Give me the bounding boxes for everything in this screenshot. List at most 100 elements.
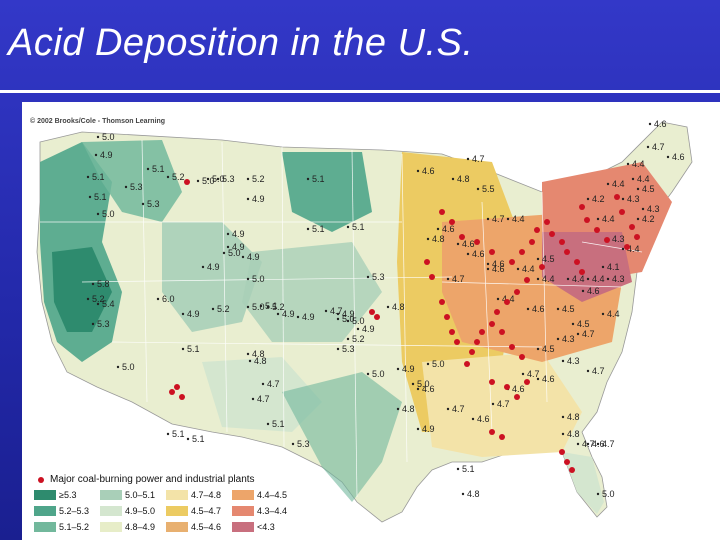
power-plant-marker — [439, 299, 445, 305]
sample-station-marker — [436, 227, 440, 231]
ph-value-label: 4.3 — [562, 334, 575, 344]
ph-value-label: 4.9 — [187, 309, 200, 319]
ph-value-label: 5.1 — [265, 301, 278, 311]
ph-value-label: 4.8 — [457, 174, 470, 184]
sample-station-marker — [566, 277, 570, 281]
sample-station-marker — [596, 217, 600, 221]
sample-station-marker — [636, 187, 640, 191]
legend-swatch — [34, 522, 56, 532]
sample-station-marker — [88, 195, 92, 199]
ph-value-label: 4.7 — [452, 274, 465, 284]
power-plant-marker — [504, 384, 510, 390]
us-map: 5.04.95.15.15.25.35.05.15.35.35.0 5.24.95… — [36, 119, 693, 523]
sample-station-marker — [186, 437, 190, 441]
power-plant-marker — [549, 231, 555, 237]
legend-label: 4.9–5.0 — [125, 506, 156, 516]
power-plant-marker — [514, 289, 520, 295]
sample-station-marker — [306, 177, 310, 181]
legend-item: 4.7–4.8 — [166, 488, 232, 502]
power-plant-marker — [594, 227, 600, 233]
sample-station-marker — [446, 407, 450, 411]
power-plant-marker — [559, 449, 565, 455]
ph-value-label: 4.3 — [612, 234, 625, 244]
ph-value-label: 5.2 — [252, 174, 265, 184]
power-plant-marker — [604, 237, 610, 243]
legend-swatch — [232, 522, 254, 532]
sample-station-marker — [571, 322, 575, 326]
ph-value-label: 4.5 — [642, 184, 655, 194]
ph-value-label: 4.9 — [100, 150, 113, 160]
power-plant-marker — [469, 349, 475, 355]
sample-station-marker — [576, 442, 580, 446]
sample-station-marker — [141, 202, 145, 206]
ph-value-label: 4.8 — [252, 349, 265, 359]
sample-station-marker — [411, 382, 415, 386]
sample-station-marker — [556, 337, 560, 341]
ph-value-label: 4.7 — [592, 366, 605, 376]
ph-value-label: 5.1 — [462, 464, 475, 474]
zone-south — [422, 352, 582, 457]
power-plant-marker — [634, 234, 640, 240]
sample-station-marker — [196, 179, 200, 183]
sample-station-marker — [261, 382, 265, 386]
legend-label: <4.3 — [257, 522, 275, 532]
ph-value-label: 5.0 — [432, 359, 445, 369]
sample-station-marker — [91, 322, 95, 326]
power-plant-marker — [524, 277, 530, 283]
sample-station-marker — [246, 197, 250, 201]
power-plant-marker — [499, 434, 505, 440]
sample-station-marker — [606, 182, 610, 186]
sample-station-marker — [336, 347, 340, 351]
ph-value-label: 4.7 — [582, 329, 595, 339]
sample-station-marker — [456, 242, 460, 246]
ph-value-label: 4.6 — [512, 384, 525, 394]
sample-station-marker — [226, 245, 230, 249]
ph-value-label: 4.4 — [522, 264, 535, 274]
ph-value-label: 5.3 — [297, 439, 310, 449]
sample-station-marker — [561, 432, 565, 436]
sample-station-marker — [251, 397, 255, 401]
power-plant-marker — [504, 299, 510, 305]
sample-station-marker — [466, 252, 470, 256]
power-plant-marker — [559, 239, 565, 245]
legend-title: Major coal-burning power and industrial … — [50, 474, 255, 485]
ph-value-label: 5.0 — [102, 132, 115, 142]
power-plant-marker — [579, 269, 585, 275]
power-plant-marker — [424, 259, 430, 265]
ph-value-label: 5.2 — [172, 172, 185, 182]
ph-value-label: 4.6 — [532, 304, 545, 314]
sample-station-marker — [96, 212, 100, 216]
ph-value-label: 4.3 — [567, 356, 580, 366]
sample-station-marker — [471, 417, 475, 421]
sample-station-marker — [561, 415, 565, 419]
sample-station-marker — [366, 372, 370, 376]
ph-value-label: 5.2 — [217, 304, 230, 314]
sample-station-marker — [96, 135, 100, 139]
sample-station-marker — [216, 177, 220, 181]
ph-value-label: 4.9 — [252, 194, 265, 204]
sample-station-marker — [366, 275, 370, 279]
power-plant-marker — [489, 249, 495, 255]
legend-label: 4.5–4.6 — [191, 522, 222, 532]
sample-station-marker — [166, 432, 170, 436]
legend-label: 5.2–5.3 — [59, 506, 90, 516]
sample-station-marker — [259, 304, 263, 308]
legend-grid: ≥5.3 5.0–5.1 4.7–4.8 4.4–4.5 5.2–5.3 4.9… — [34, 488, 364, 534]
ph-value-label: 5.1 — [92, 172, 105, 182]
power-plant-marker-icon — [38, 477, 44, 483]
zone-texas — [282, 372, 402, 502]
sample-station-marker — [586, 369, 590, 373]
sample-station-marker — [621, 197, 625, 201]
power-plant-marker — [509, 344, 515, 350]
sample-station-marker — [346, 337, 350, 341]
sample-station-marker — [561, 359, 565, 363]
sample-station-marker — [601, 265, 605, 269]
ph-value-label: 4.6 — [592, 439, 605, 449]
ph-value-label: 5.0 — [342, 314, 355, 324]
sample-station-marker — [636, 217, 640, 221]
sample-station-marker — [291, 442, 295, 446]
ph-value-label: 4.9 — [232, 242, 245, 252]
sample-station-marker — [266, 305, 270, 309]
power-plant-marker — [449, 219, 455, 225]
ph-value-label: 5.1 — [152, 164, 165, 174]
